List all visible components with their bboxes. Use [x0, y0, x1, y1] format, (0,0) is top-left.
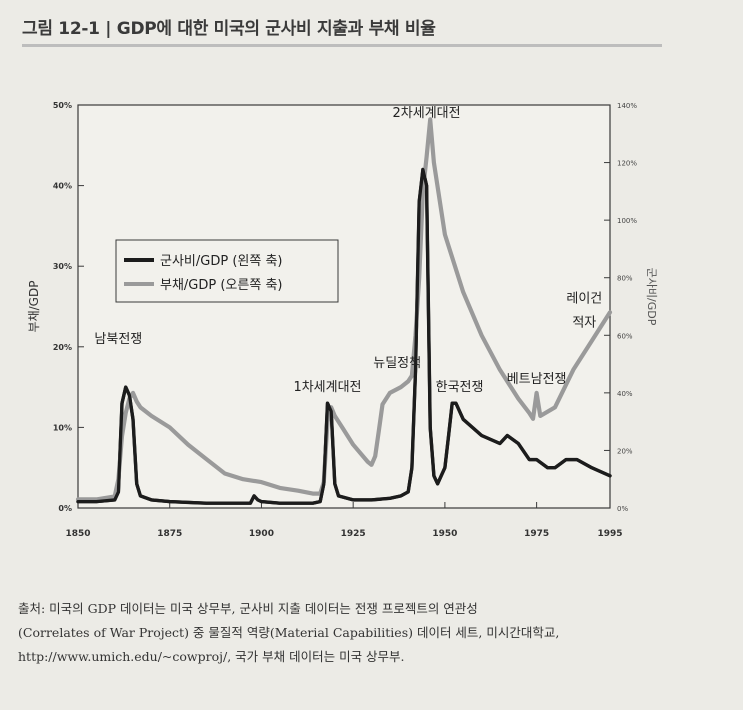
y2-tick-label: 40%: [617, 390, 633, 398]
x-tick-label: 1995: [597, 529, 622, 539]
annotation-label: 1차세계대전: [293, 380, 361, 395]
source-line-3: http://www.umich.edu/~cowproj/, 국가 부채 데이…: [18, 649, 405, 664]
y-tick-label: 40%: [53, 182, 72, 191]
source-line-1: 출처: 미국의 GDP 데이터는 미국 상무부, 군사비 지출 데이터는 전쟁 …: [18, 601, 478, 616]
y-axis-title: 부채/GDP: [27, 281, 41, 333]
legend-box: [115, 239, 339, 303]
source-note: 출처: 미국의 GDP 데이터는 미국 상무부, 군사비 지출 데이터는 전쟁 …: [18, 597, 718, 669]
y2-tick-label: 140%: [617, 102, 637, 110]
annotation-label: 적자: [572, 316, 596, 331]
legend-label: 군사비/GDP (왼쪽 축): [160, 254, 282, 269]
x-tick-label: 1925: [341, 529, 366, 539]
y2-tick-label: 20%: [617, 447, 633, 455]
annotation-label: 뉴딜정책: [373, 356, 421, 371]
y-tick-label: 30%: [53, 262, 72, 271]
military-gdp-line-overlay: [76, 167, 612, 505]
annotation-label: 베트남전쟁: [507, 372, 567, 387]
x-tick-label: 1975: [524, 529, 549, 539]
y-tick-label: 10%: [53, 423, 72, 432]
y-tick-label: 20%: [53, 343, 72, 352]
annotation-label: 한국전쟁: [436, 380, 484, 395]
debt-gdp-line: [75, 117, 613, 502]
annotation-label: 레이건: [566, 291, 602, 306]
figure-title: 그림 12-1 | GDP에 대한 미국의 군사비 지출과 부채 비율: [22, 19, 436, 39]
y2-tick-label: 60%: [617, 332, 633, 340]
x-tick-label: 1875: [157, 529, 182, 539]
y2-tick-label: 0%: [617, 505, 628, 513]
x-tick-label: 1900: [249, 529, 274, 539]
y2-tick-label: 80%: [617, 275, 633, 283]
debt-military-chart: 0% 10% 20% 30% 40% 50% 0% 20% 40% 60% 80% 100% 120% 1…: [27, 101, 658, 539]
x-tick-label: 1850: [65, 529, 90, 539]
y-tick-label: 50%: [53, 101, 72, 110]
legend-label: 부채/GDP (오른쪽 축): [160, 278, 282, 293]
annotation-label: 남북전쟁: [94, 332, 142, 347]
plot-frame: [77, 104, 611, 509]
x-tick-label: 1950: [432, 529, 457, 539]
source-line-2: (Correlates of War Project) 중 물질적 역량(Mat…: [18, 625, 560, 640]
y-tick-label: 0%: [58, 504, 72, 513]
y2-tick-label: 100%: [617, 217, 637, 225]
annotation-label: 2차세계대전: [393, 106, 461, 121]
y2-tick-label: 120%: [617, 160, 637, 168]
title-divider: [22, 44, 662, 47]
y2-axis-title: 군사비/GDP: [645, 268, 658, 326]
